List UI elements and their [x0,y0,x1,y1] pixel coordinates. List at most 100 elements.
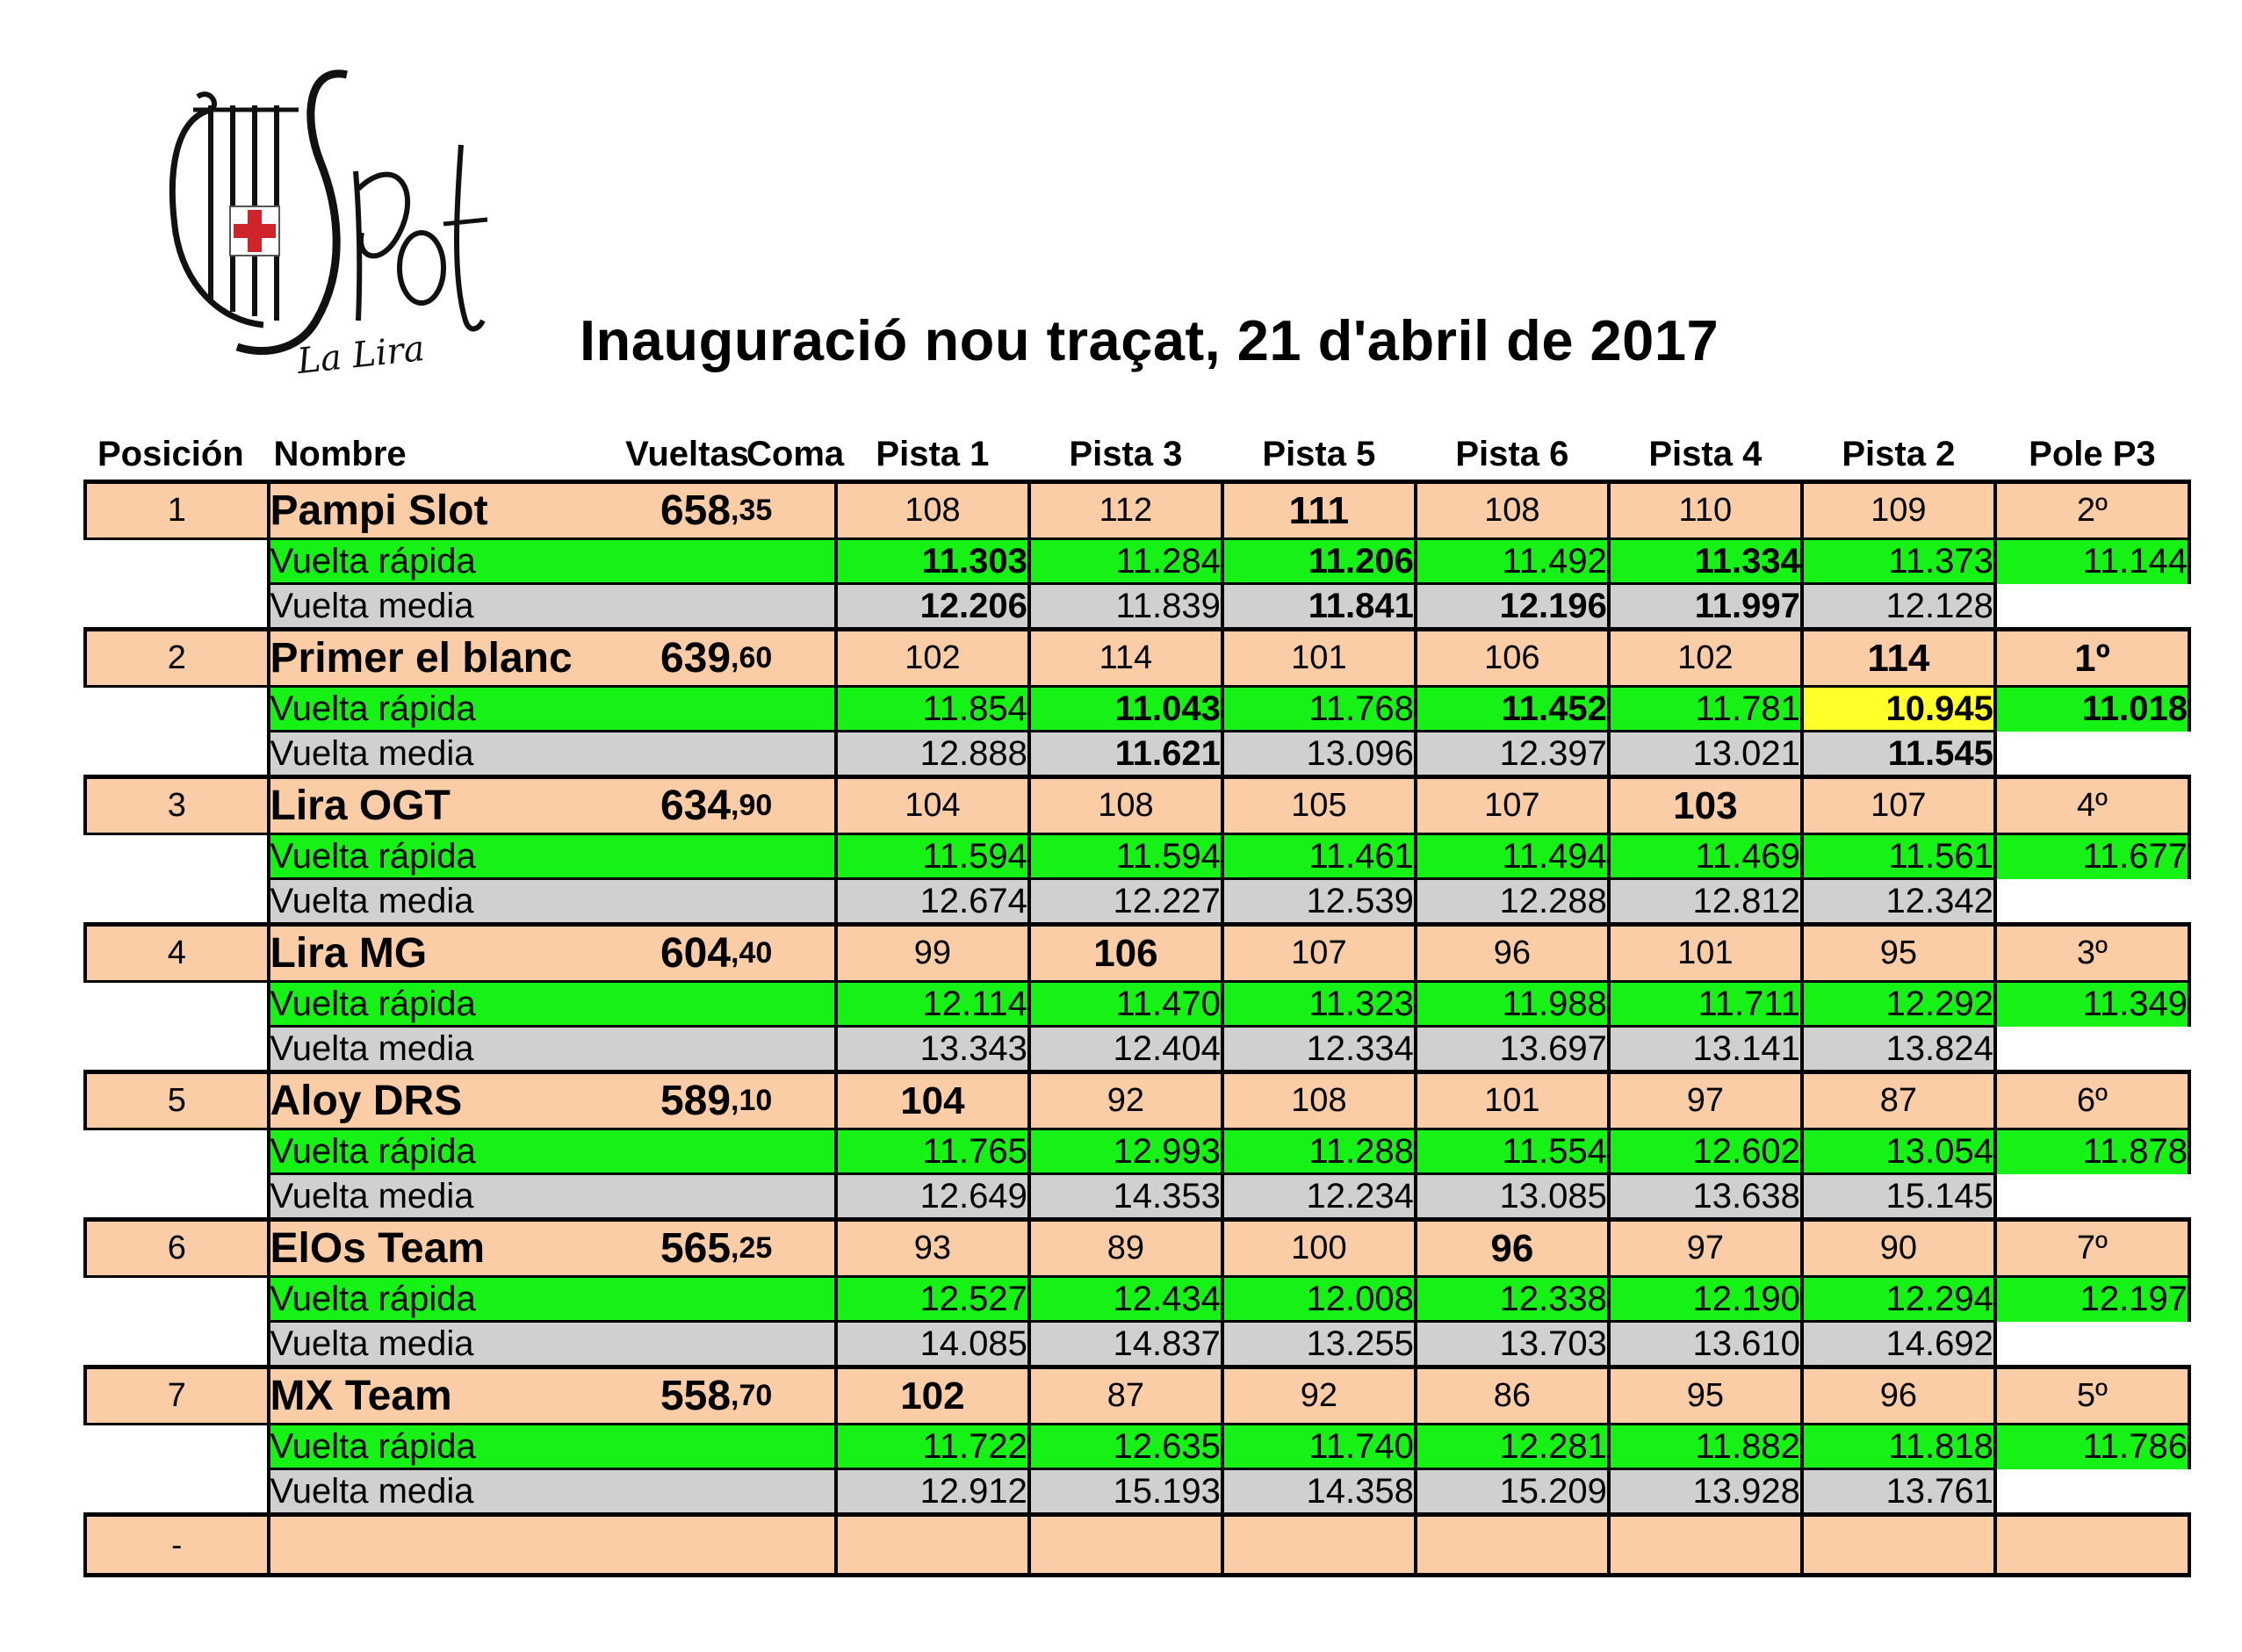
track-laps: 90 [1799,1217,1995,1278]
track-laps: 92 [1027,1070,1222,1130]
team-row: 2 Primer el blanc 639,60 102 114 101 106 102 114… [83,627,2192,688]
avg-lap-time: 12.888 [833,730,1029,777]
fast-lap-time: 11.373 [1799,537,1995,584]
avg-lap-time: 12.342 [1799,877,1997,925]
fast-lap-pole: 11.786 [1993,1423,2192,1469]
track-laps: 102 [833,627,1029,688]
avg-lap-time: 14.358 [1220,1468,1416,1515]
fast-lap-time: 11.765 [833,1128,1029,1174]
track-laps: 95 [1606,1365,1802,1425]
fast-lap-time: 12.434 [1027,1275,1222,1322]
fast-lap-time: 12.635 [1027,1423,1222,1469]
team-name: Pampi Slot [268,480,626,540]
fast-lap-time: 12.281 [1413,1423,1609,1469]
filler-cell [731,1275,836,1322]
team-position: 4 [83,922,270,983]
filler-cell [731,1320,836,1367]
spacer-cell [85,1468,269,1515]
avg-lap-row: Vuelta media 12.674 12.227 12.539 12.288 12.8… [85,877,2189,925]
avg-lap-time: 15.193 [1027,1468,1222,1515]
fast-lap-time: 11.452 [1413,685,1609,732]
fast-lap-time: 12.114 [833,980,1029,1027]
fast-lap-time: 11.988 [1413,980,1609,1027]
avg-lap-row: Vuelta media 14.085 14.837 13.255 13.703 13.6… [85,1320,2189,1367]
fast-lap-label: Vuelta rápida [266,1128,626,1174]
fast-lap-time: 12.527 [833,1275,1029,1322]
fast-lap-row: Vuelta rápida 12.527 12.434 12.008 12.338 12.… [85,1275,2192,1322]
track-laps: 108 [833,480,1029,540]
fast-lap-pole: 11.878 [1993,1128,2192,1174]
empty-cell [1993,1026,2189,1072]
team-laps: 634 [625,775,732,835]
avg-lap-time: 12.128 [1799,582,1997,630]
fast-lap-time: 11.781 [1606,685,1802,732]
avg-lap-time: 14.692 [1799,1320,1997,1367]
avg-lap-time: 13.703 [1413,1320,1609,1367]
header-pole-p3: Pole P3 [2029,435,2156,473]
fast-lap-time: 11.461 [1220,833,1416,879]
avg-lap-time: 13.928 [1606,1468,1802,1515]
fast-lap-time: 11.740 [1220,1423,1416,1469]
avg-lap-label: Vuelta media [266,1320,626,1367]
spacer-cell [85,686,269,732]
pole-position: 6º [1993,1070,2192,1130]
fast-lap-time: 11.494 [1413,833,1609,879]
pole-position: 1º [1993,627,2192,688]
fast-lap-time: 12.292 [1799,980,1995,1027]
header-track-5: Pista 5 [1262,435,1376,473]
results-table: Posición Nombre Vueltas Coma Pista 1 Pis… [83,422,2192,1577]
fast-lap-time: 11.303 [833,537,1029,584]
pole-position: 7º [1993,1217,2192,1278]
track-laps: 101 [1220,627,1416,688]
filler-cell [625,1275,732,1322]
track-laps: 105 [1220,775,1416,835]
avg-lap-time: 11.621 [1027,730,1222,777]
track-laps: 114 [1799,627,1995,688]
avg-lap-time: 12.397 [1413,730,1609,777]
avg-lap-time: 12.334 [1220,1025,1416,1072]
header-coma: Coma [746,435,845,473]
team-laps: 558 [625,1365,732,1425]
filler-cell [731,582,836,630]
fast-lap-time: 11.854 [833,685,1029,732]
avg-lap-time: 13.343 [833,1025,1029,1072]
avg-lap-time: 13.697 [1413,1025,1609,1072]
track-laps: 104 [833,775,1029,835]
team-position: 5 [83,1070,270,1130]
header-name: Nombre [273,435,407,473]
avg-lap-time: 14.837 [1027,1320,1222,1367]
empty-cell [1993,731,2189,777]
track-laps: 101 [1413,1070,1609,1130]
fast-lap-row: Vuelta rápida 11.303 11.284 11.206 11.492 11.… [85,537,2192,584]
track-laps: 111 [1220,480,1416,540]
avg-lap-label: Vuelta media [266,1025,626,1072]
pole-position: 2º [1993,480,2192,540]
track-laps: 108 [1413,480,1609,540]
spacer-cell [85,583,269,630]
filler-cell [731,730,836,777]
empty-cell [1027,1512,1222,1577]
filler-cell [625,537,732,584]
avg-lap-time: 12.234 [1220,1172,1416,1220]
avg-lap-row: Vuelta media 12.888 11.621 13.096 12.397 13.0… [85,730,2189,777]
track-laps: 95 [1799,922,1995,983]
fast-lap-time: 11.323 [1220,980,1416,1027]
filler-cell [731,833,836,879]
empty-cell [1606,1512,1802,1577]
empty-cell [1799,1512,1995,1577]
team-row: 4 Lira MG 604,40 99 106 107 96 101 95 3º [83,922,2192,983]
avg-lap-time: 12.812 [1606,877,1802,925]
team-laps: 589 [625,1070,732,1130]
avg-lap-time: 14.353 [1027,1172,1222,1220]
empty-cell [1993,1468,2189,1515]
svg-text:La Lira: La Lira [294,328,426,382]
fast-lap-time: 11.469 [1606,833,1802,879]
avg-lap-time: 13.085 [1413,1172,1609,1220]
track-laps: 99 [833,922,1029,983]
pole-position: 5º [1993,1365,2192,1425]
track-laps: 103 [1606,775,1802,835]
avg-lap-label: Vuelta media [266,877,626,925]
team-laps-fraction: ,90 [731,775,836,835]
track-laps: 89 [1027,1217,1222,1278]
avg-lap-time: 12.539 [1220,877,1416,925]
